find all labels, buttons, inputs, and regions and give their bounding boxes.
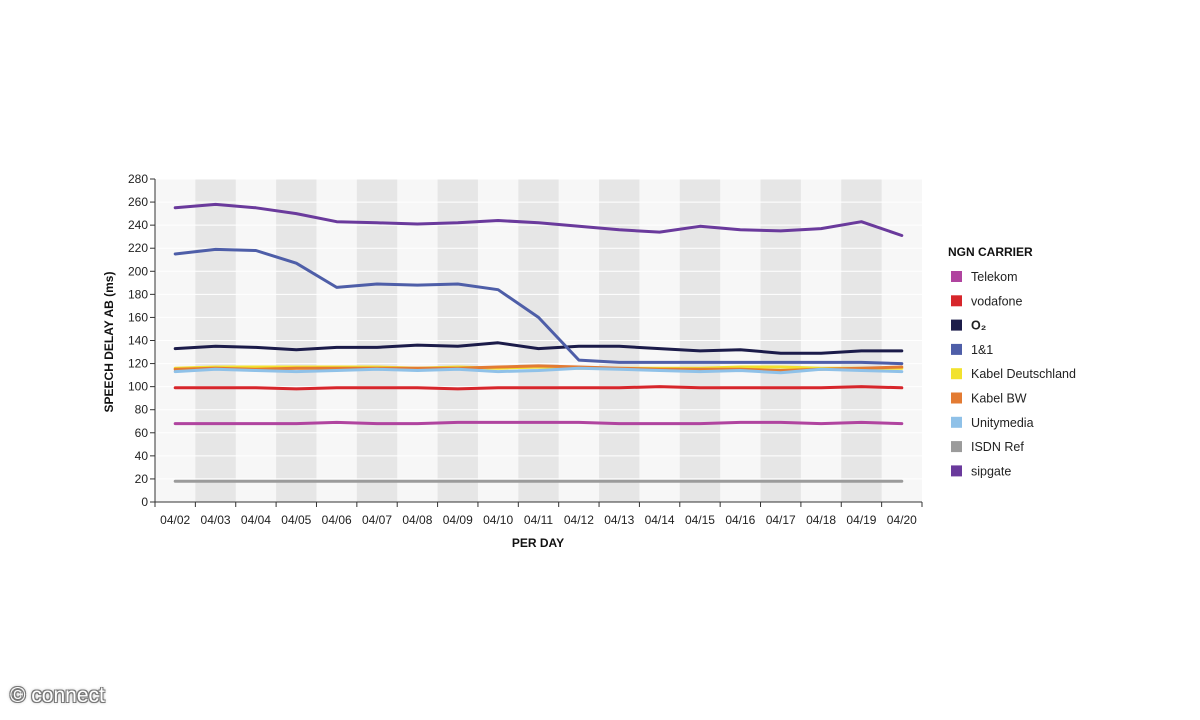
- legend-label: Kabel BW: [971, 392, 1027, 406]
- legend-label: 1&1: [971, 343, 993, 357]
- legend-swatch: [951, 271, 962, 282]
- legend-item: vodafone: [951, 294, 1022, 308]
- y-axis-title: SPEECH DELAY AB (ms): [102, 272, 116, 413]
- legend-item: Kabel Deutschland: [951, 367, 1076, 381]
- legend-swatch: [951, 295, 962, 307]
- series-line-o-: [173, 341, 904, 355]
- y-tick-label: 180: [128, 287, 148, 301]
- legend-item: Telekom: [951, 270, 1018, 284]
- legend-label: O₂: [971, 319, 986, 333]
- x-tick-label: 04/20: [887, 513, 917, 527]
- x-tick-label: 04/11: [524, 513, 553, 527]
- y-tick-label: 200: [128, 264, 148, 278]
- legend-label: Unitymedia: [971, 416, 1034, 430]
- legend: Telekom vodafone O₂ 1&1 Kabel Deutschland Kab…: [951, 270, 1076, 478]
- series-line-vodafone: [173, 385, 904, 391]
- x-tick-label: 04/14: [645, 513, 675, 527]
- series-line-kabel-bw: [173, 364, 904, 372]
- gridlines: [155, 178, 922, 480]
- legend-item: O₂: [951, 319, 986, 333]
- y-tick-label: 280: [128, 172, 148, 186]
- series-line-telekom: [173, 420, 904, 426]
- y-tick-label: 0: [141, 495, 148, 509]
- legend-swatch: [951, 343, 962, 355]
- y-tick-label: 160: [128, 310, 148, 324]
- legend-item: 1&1: [951, 343, 993, 357]
- x-tick-label: 04/15: [685, 513, 715, 527]
- legend-swatch: [951, 392, 962, 404]
- legend-swatch: [951, 368, 962, 380]
- watermark: © connect: [10, 684, 105, 707]
- series-line-1-1: [173, 247, 904, 366]
- y-tick-label: 40: [135, 449, 149, 463]
- x-tick-label: 04/04: [241, 513, 271, 527]
- legend-item: sipgate: [951, 464, 1011, 478]
- x-tick-label: 04/03: [201, 513, 231, 527]
- series-lines: [173, 202, 904, 483]
- y-tick-label: 100: [128, 380, 148, 394]
- y-tick-label: 260: [128, 195, 148, 209]
- legend-label: sipgate: [971, 464, 1011, 478]
- x-tick-label: 04/02: [160, 513, 190, 527]
- legend-label: vodafone: [971, 294, 1022, 308]
- y-tick-label: 20: [135, 472, 149, 486]
- series-line-sipgate: [173, 202, 904, 237]
- legend-swatch: [951, 441, 962, 453]
- legend-label: Telekom: [971, 270, 1018, 284]
- y-tick-label: 220: [128, 241, 148, 255]
- x-tick-label: 04/05: [281, 513, 311, 527]
- legend-swatch: [951, 319, 962, 331]
- x-tick-label: 04/08: [402, 513, 432, 527]
- legend-title: NGN CARRIER: [948, 245, 1033, 259]
- x-tick-label: 04/12: [564, 513, 594, 527]
- x-tick-label: 04/19: [846, 513, 876, 527]
- x-tick-label: 04/10: [483, 513, 513, 527]
- legend-item: ISDN Ref: [951, 440, 1024, 454]
- y-tick-label: 60: [135, 426, 149, 440]
- legend-label: ISDN Ref: [971, 440, 1024, 454]
- legend-item: Kabel BW: [951, 392, 1027, 406]
- x-tick-label: 04/06: [322, 513, 352, 527]
- x-tick-label: 04/17: [766, 513, 796, 527]
- x-tick-label: 04/18: [806, 513, 836, 527]
- legend-item: Unitymedia: [951, 416, 1034, 430]
- y-tick-label: 240: [128, 218, 148, 232]
- y-tick-label: 120: [128, 357, 148, 371]
- x-axis-title: PER DAY: [512, 536, 564, 550]
- legend-swatch: [951, 465, 962, 477]
- x-axis-ticks: 04/02 04/03 04/04 04/05 04/06 04/07 04/08 04/09…: [154, 502, 923, 527]
- series-line-unitymedia: [173, 366, 904, 375]
- legend-label: Kabel Deutschland: [971, 367, 1076, 381]
- y-tick-label: 80: [135, 403, 149, 417]
- x-tick-label: 04/07: [362, 513, 392, 527]
- x-tick-label: 04/16: [725, 513, 755, 527]
- x-tick-label: 04/13: [604, 513, 634, 527]
- y-tick-label: 140: [128, 334, 148, 348]
- x-tick-label: 04/09: [443, 513, 473, 527]
- legend-swatch: [951, 416, 962, 428]
- y-axis-ticks: 0 20 40 60 80 100 120 140 160 180 200 220 240 260 280: [128, 172, 155, 509]
